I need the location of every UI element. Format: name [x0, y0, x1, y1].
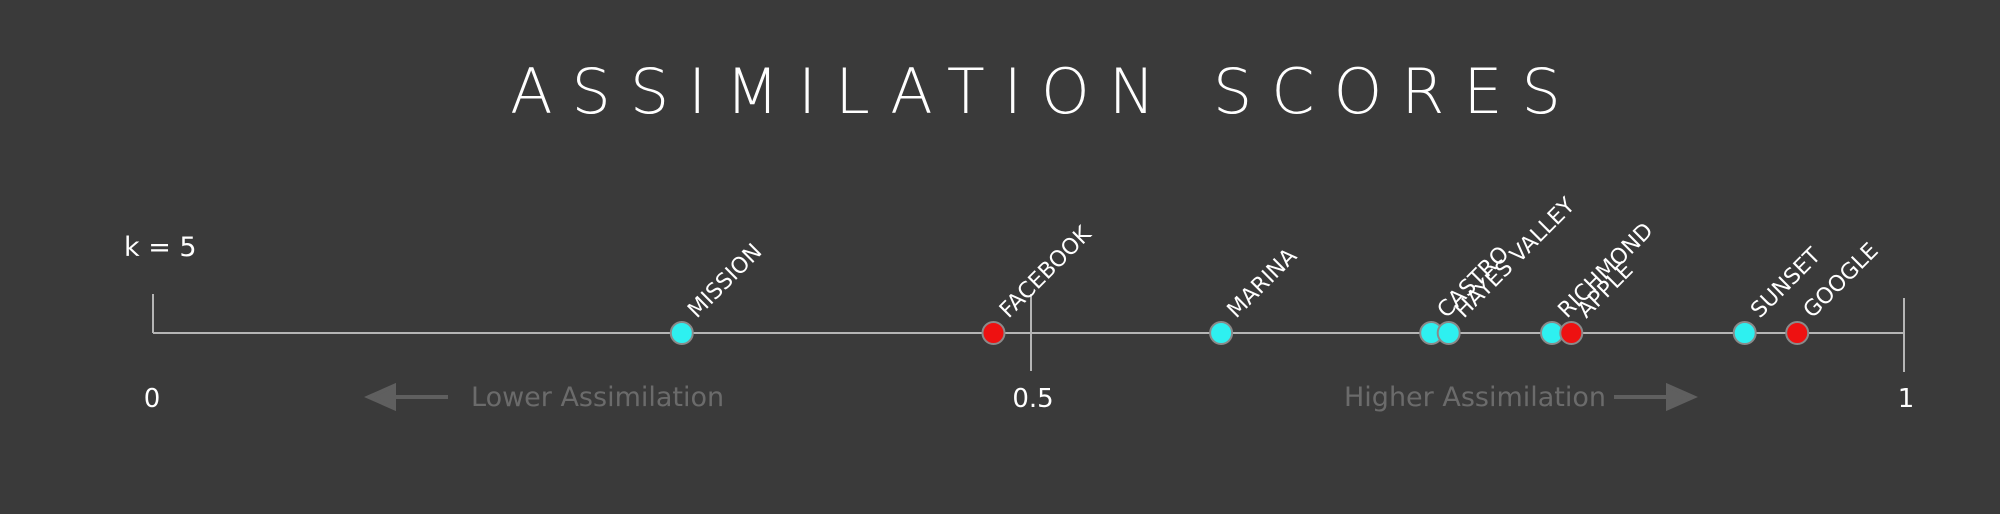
point-label-mission: MISSION — [683, 239, 767, 323]
higher-assimilation-label: Higher Assimilation — [1344, 382, 1606, 413]
k-annotation: k = 5 — [124, 232, 197, 263]
point-apple — [1559, 321, 1584, 345]
tick-label-0: 0 — [144, 384, 161, 414]
tick-label-1: 1 — [1898, 384, 1915, 414]
higher-assimilation-arrow-head — [1666, 382, 1698, 412]
point-hayes-valley — [1436, 321, 1461, 345]
point-label-marina: MARINA — [1223, 244, 1302, 323]
point-facebook — [981, 321, 1006, 345]
point-marina — [1209, 321, 1234, 345]
point-mission — [669, 321, 694, 345]
point-sunset — [1732, 321, 1757, 345]
point-google — [1785, 321, 1810, 345]
chart-title: ASSIMILATION SCORES — [510, 55, 1580, 128]
lower-assimilation-arrow-head — [364, 382, 396, 412]
point-label-facebook: FACEBOOK — [995, 221, 1097, 323]
lower-assimilation-label: Lower Assimilation — [471, 382, 724, 413]
tick-label-0-5: 0.5 — [1012, 384, 1053, 414]
